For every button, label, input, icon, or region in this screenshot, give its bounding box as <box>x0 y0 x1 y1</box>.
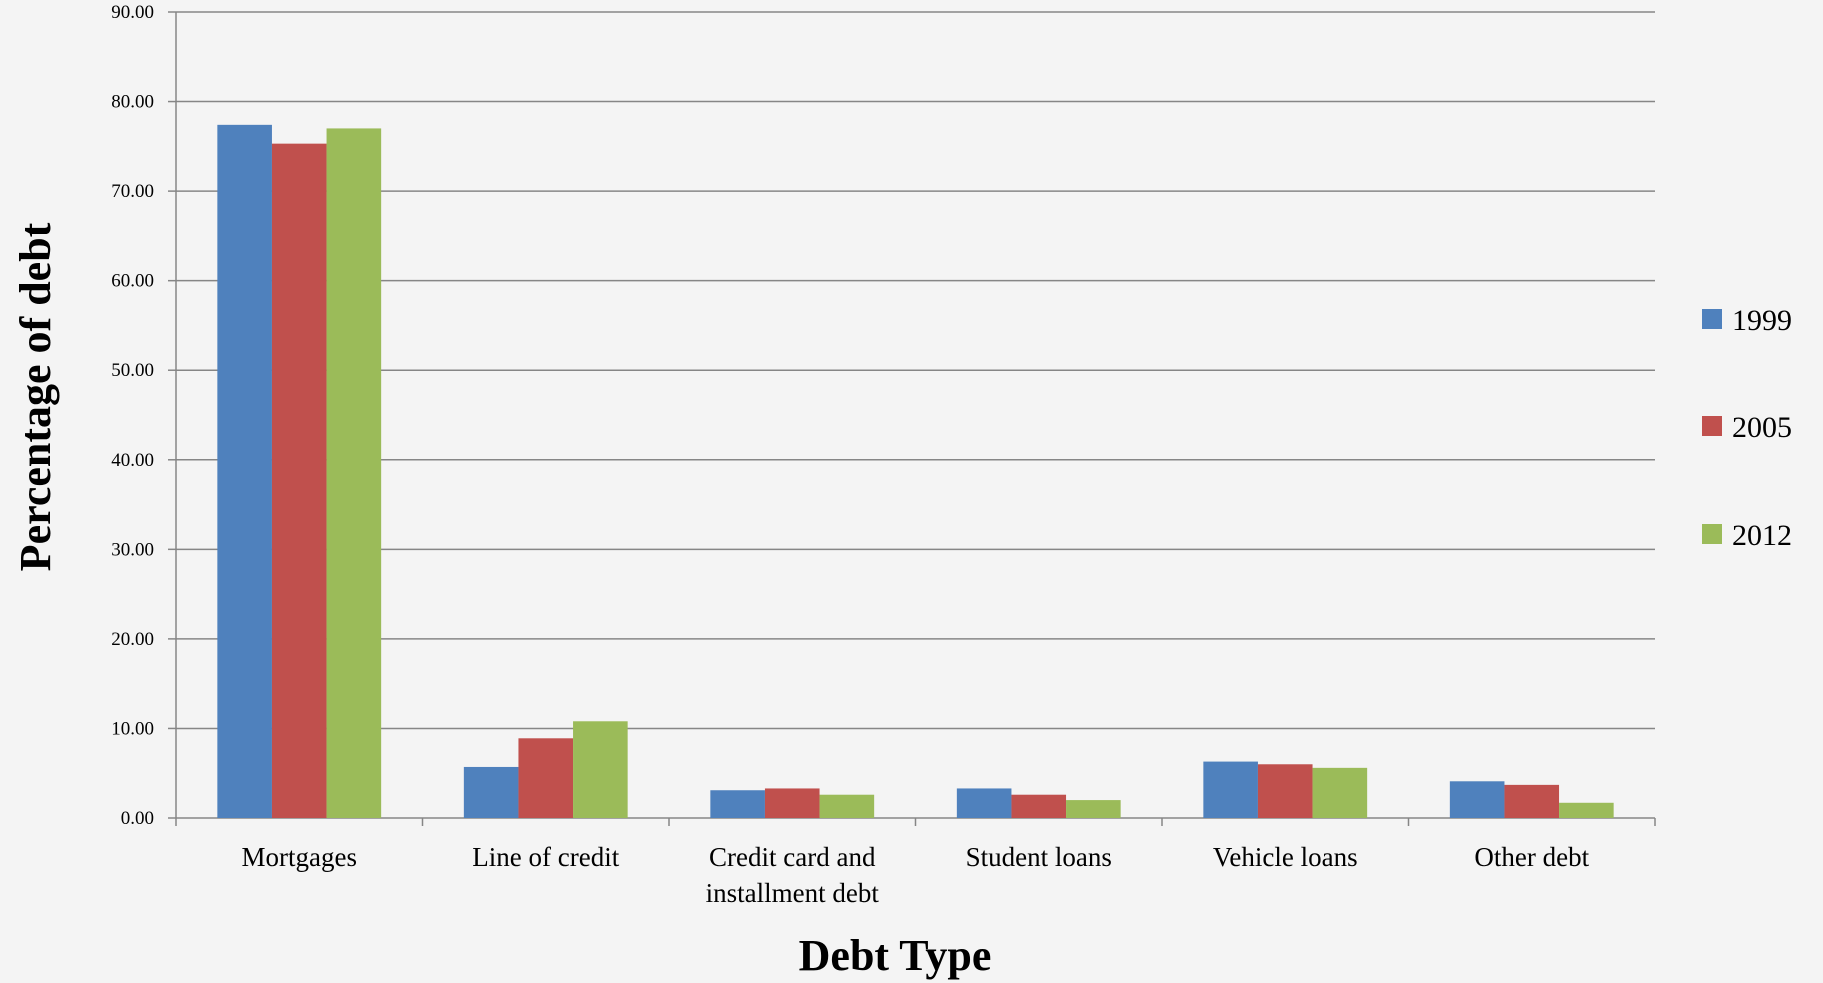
y-tick-label: 80.00 <box>111 92 154 113</box>
bar-1999 <box>710 790 765 818</box>
bar-2012 <box>819 794 875 818</box>
y-tick-label: 50.00 <box>111 360 154 381</box>
legend-swatch-2012 <box>1702 524 1722 544</box>
x-category-label: Student loans <box>966 842 1112 872</box>
y-tick-label: 20.00 <box>111 629 154 650</box>
bar-2005 <box>1257 764 1313 818</box>
y-tick-label: 70.00 <box>111 181 154 202</box>
y-tick-label: 0.00 <box>121 808 154 829</box>
legend-label: 1999 <box>1732 304 1792 337</box>
bar-2005 <box>518 738 574 818</box>
bar-1999 <box>1449 781 1505 818</box>
bar-2005 <box>1011 794 1067 818</box>
bar-1999 <box>463 766 519 818</box>
x-category-label-line: Other debt <box>1474 842 1589 872</box>
x-category-label-line: Line of credit <box>472 842 619 872</box>
bar-1999 <box>217 124 272 819</box>
x-axis-categories: Mortgages Line of credit Credit card and in… <box>242 842 1590 908</box>
legend-label: 2005 <box>1732 411 1792 444</box>
legend-swatch-1999 <box>1702 309 1722 329</box>
legend-label: 2012 <box>1732 519 1792 552</box>
bar-2012 <box>1312 767 1368 818</box>
bar-1999 <box>956 788 1012 818</box>
x-category-label-line: Mortgages <box>242 842 357 872</box>
bar-2005 <box>271 143 327 818</box>
x-category-label: Credit card and installment debt <box>706 842 880 908</box>
x-category-label: Other debt <box>1474 842 1589 872</box>
bar-2012 <box>1559 802 1614 818</box>
y-tick-label: 60.00 <box>111 271 154 292</box>
x-category-label: Mortgages <box>242 842 357 872</box>
y-tick-label: 30.00 <box>111 539 154 560</box>
x-category-label: Line of credit <box>472 842 619 872</box>
x-category-label: Vehicle loans <box>1213 842 1358 872</box>
bar-2012 <box>573 721 628 818</box>
bar-2005 <box>1504 784 1560 818</box>
bar-2012 <box>1066 800 1121 818</box>
bar-2012 <box>326 128 382 818</box>
y-axis-title: Percentage of debt <box>11 222 60 571</box>
bar-1999 <box>1203 761 1258 818</box>
bar-2005 <box>764 788 820 818</box>
x-category-label-line: installment debt <box>706 878 880 908</box>
x-category-label-line: Vehicle loans <box>1213 842 1358 872</box>
y-axis-ticks: 0.00 10.00 20.00 30.00 40.00 50.00 60.00 70.00 8… <box>111 2 154 829</box>
legend-swatch-2005 <box>1702 416 1722 436</box>
x-axis-title: Debt Type <box>799 931 992 980</box>
x-category-label-line: Student loans <box>966 842 1112 872</box>
x-category-label-line: Credit card and <box>709 842 876 872</box>
y-tick-label: 40.00 <box>111 450 154 471</box>
y-tick-label: 90.00 <box>111 2 154 23</box>
y-tick-label: 10.00 <box>111 718 154 739</box>
bars <box>175 124 1656 826</box>
gridlines <box>168 11 1655 819</box>
legend: 1999 2005 2012 <box>1702 304 1792 552</box>
